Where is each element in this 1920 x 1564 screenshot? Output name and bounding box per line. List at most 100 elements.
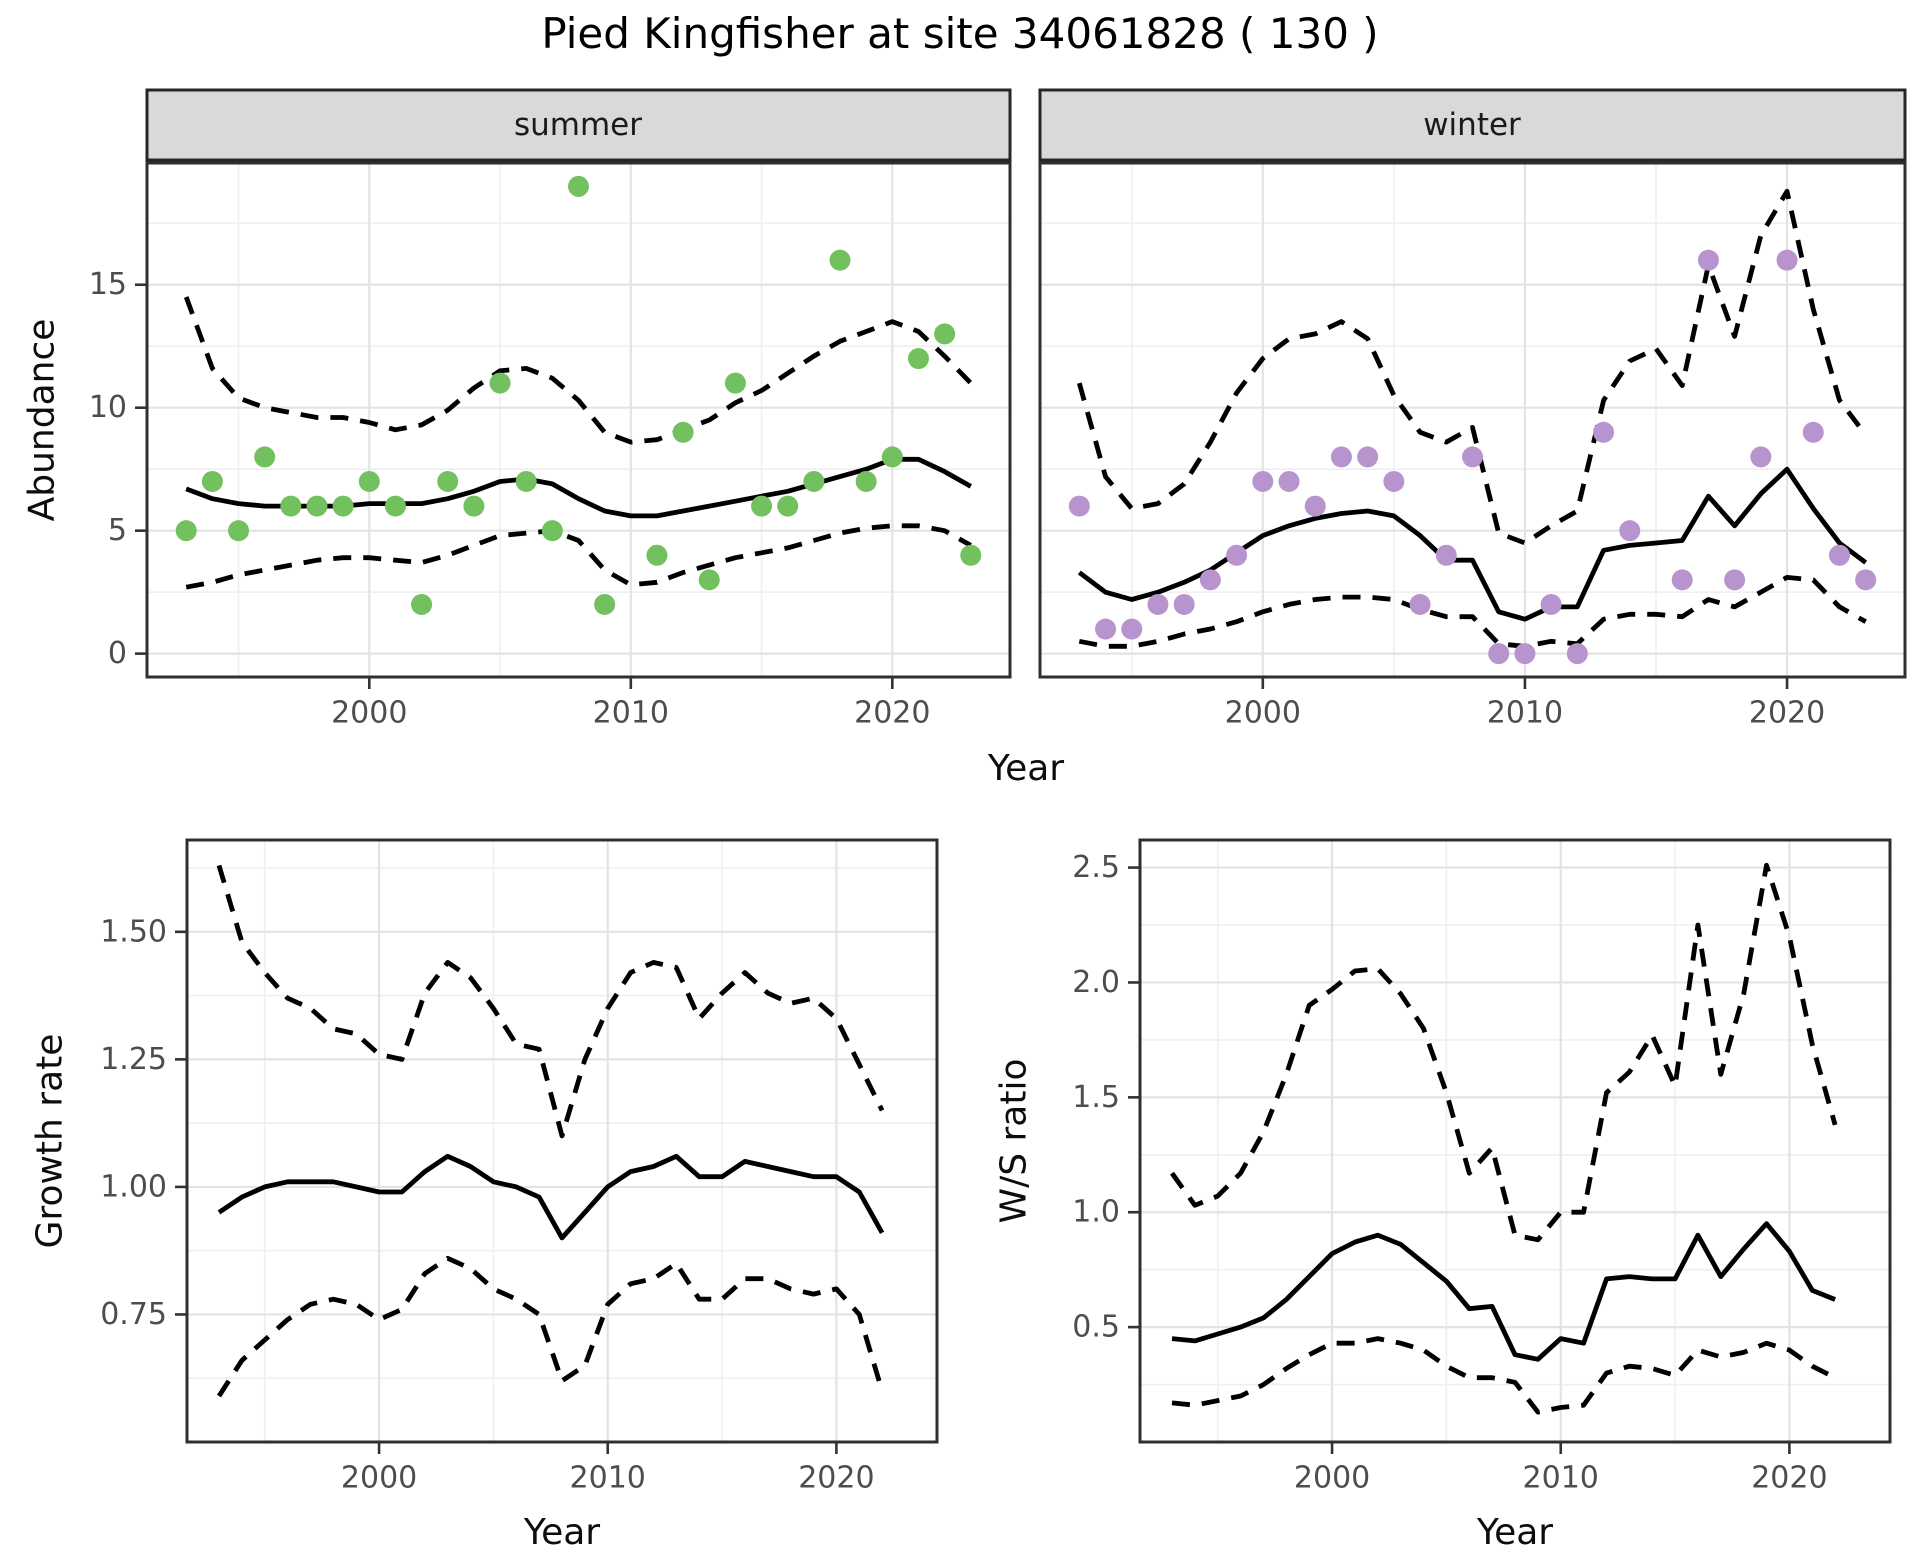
data-point [1252,470,1274,492]
data-point [1776,249,1798,271]
x-tick-label: 2020 [854,696,930,731]
y-tick-label: 1.0 [1072,1195,1120,1230]
data-point [1488,643,1510,665]
data-point [934,323,956,345]
data-point [803,470,825,492]
panel-bg [147,163,1010,677]
ws-ratio-axis-title: W/S ratio [994,1058,1035,1223]
ci-upper-line [216,864,885,1139]
data-point [881,446,903,468]
data-point [777,495,799,517]
data-point [541,520,563,542]
figure-title: Pied Kingfisher at site 34061828 ( 130 ) [541,9,1378,58]
y-tick-label: 0.75 [100,1297,167,1332]
x-tick-label: 2010 [570,1461,646,1496]
panel-growth_rate: 2000 2010 2020 0.75 1.00 1.25 1.50 [100,838,939,1496]
data-point [228,520,250,542]
growth-year-axis-title: Year [523,1512,600,1553]
ws-year-axis-title: Year [1476,1512,1553,1553]
data-point [1278,470,1300,492]
panel-abundance_summer: 2000 2010 2020 0 5 10 15 [89,161,1012,731]
y-tick-label: 15 [89,267,127,302]
x-tick-label: 2000 [341,1461,417,1496]
panel-border [185,838,939,1444]
trend-line [217,1153,885,1241]
y-tick-label: 1.50 [100,914,167,949]
data-point [1697,249,1719,271]
panel-abundance_winter: 2000 2010 2020 [1038,161,1907,731]
x-tick-label: 2010 [1487,696,1563,731]
data-point [960,544,982,566]
y-tick-label: 2.0 [1072,965,1120,1000]
data-point [724,372,746,394]
y-tick-label: 10 [89,390,127,425]
data-point [1383,470,1405,492]
data-point [201,470,223,492]
growth-rate-axis-title: Growth rate [30,1034,71,1249]
facet-strip-summer-label: summer [514,107,642,143]
data-point [1593,421,1615,443]
data-point [1226,544,1248,566]
data-point [1724,569,1746,591]
data-point [855,470,877,492]
data-point [1357,446,1379,468]
data-point [1671,569,1693,591]
data-point [1828,544,1850,566]
panel-ws_ratio: 2000 2010 2020 0.5 1.0 1.5 2.0 2.5 [1072,838,1892,1496]
data-point [411,593,433,615]
data-point [489,372,511,394]
data-point [1409,593,1431,615]
data-point [568,175,589,197]
data-point [751,495,773,517]
data-point [254,446,276,468]
ci-upper-line [1076,188,1868,546]
y-tick-label: 2.5 [1072,850,1120,885]
facet-strip-winter-label: winter [1423,107,1521,143]
x-tick-label: 2020 [1749,696,1825,731]
data-point [646,544,668,566]
data-point [1750,446,1772,468]
data-point [1121,618,1143,640]
data-point [1330,446,1352,468]
data-point [698,569,720,591]
panel-border [1038,161,1907,679]
facet-strip-winter: winter [1038,88,1907,162]
data-point [1095,618,1117,640]
data-point [1540,593,1562,615]
x-tick-label: 2020 [798,1461,874,1496]
data-point [384,495,406,517]
data-point [1435,544,1457,566]
y-tick-label: 1.25 [100,1042,167,1077]
panel-border [145,161,1012,679]
data-point [280,495,302,517]
data-point [1173,593,1195,615]
data-point [1199,569,1221,591]
x-tick-label: 2000 [1294,1461,1370,1496]
ci-lower-line [1078,575,1867,649]
data-point [1514,643,1536,665]
ci-upper-line [1170,862,1838,1243]
data-point [515,470,537,492]
trend-line [1171,1221,1836,1362]
y-tick-label: 5 [108,513,127,548]
data-point [437,470,459,492]
data-point [1855,569,1877,591]
data-point [358,470,380,492]
data-point [1147,593,1169,615]
facet-strip-summer: summer [145,88,1012,162]
data-point [672,421,694,443]
data-point [1462,446,1483,468]
data-point [829,249,851,271]
data-point [306,495,328,517]
panel-border [1138,838,1892,1444]
data-point [463,495,485,517]
data-point [1619,520,1641,542]
abundance-axis-title: Abundance [22,319,63,522]
data-point [175,520,197,542]
data-point [332,495,354,517]
y-tick-label: 1.5 [1072,1080,1120,1115]
x-tick-label: 2020 [1751,1461,1827,1496]
panel-bg [1040,163,1905,677]
